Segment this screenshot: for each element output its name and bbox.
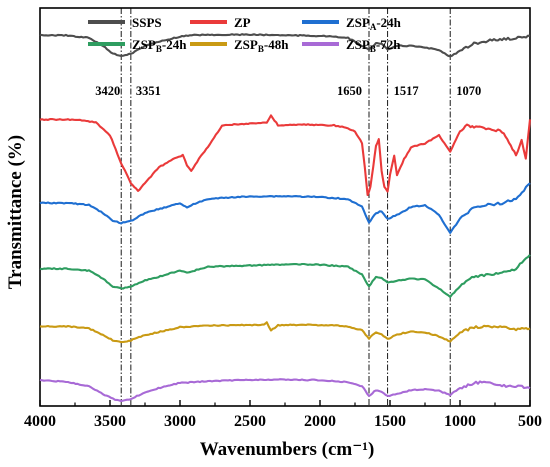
x-tick-label-500: 500: [518, 413, 542, 430]
x-tick-label-2000: 2000: [304, 413, 336, 430]
series-line-ZSPB-72h: [39, 378, 531, 403]
series-line-ZSPA-24h: [39, 182, 531, 234]
series-line-ZSPB-24h: [39, 254, 531, 298]
peak-labels: 3420 3351 1650 1517 1070: [95, 84, 481, 98]
legend: SSPS ZP ZSPA-24h ZSPB-24h ZSPB-48h ZSPB-72h: [88, 15, 402, 54]
x-axis-label: Wavenumbers (cm⁻¹): [200, 439, 375, 460]
series-lines: [39, 33, 532, 403]
x-tick-label-1500: 1500: [374, 413, 406, 430]
peak-label-3420: 3420: [95, 84, 120, 98]
legend-label-ZSPB-48h: ZSPB-48h: [234, 37, 289, 54]
peak-label-1650: 1650: [337, 84, 362, 98]
x-tick-label-3500: 3500: [94, 413, 126, 430]
reference-peak-lines: [120, 8, 451, 406]
x-tick-label-1000: 1000: [444, 413, 476, 430]
peak-label-1070: 1070: [456, 84, 481, 98]
legend-label-ZSPB-72h: ZSPB-72h: [346, 37, 401, 54]
legend-label-SSPS: SSPS: [132, 15, 162, 30]
peak-label-3351: 3351: [136, 84, 161, 98]
legend-label-ZSPA-24h: ZSPA-24h: [346, 15, 402, 32]
legend-label-ZSPB-24h: ZSPB-24h: [132, 37, 187, 54]
legend-label-ZP: ZP: [234, 15, 251, 30]
x-axis-ticks: 4000 3500 3000 2500 2000 1500 1000 500: [24, 400, 542, 430]
plot-frame: [39, 7, 531, 407]
plot-area: 4000 3500 3000 2500 2000 1500 1000 500 3420 3351…: [24, 7, 542, 430]
y-axis-label: Transmittance (%): [5, 135, 26, 289]
peak-label-1517: 1517: [394, 84, 419, 98]
series-line-ZSPB-48h: [39, 321, 531, 344]
x-tick-label-2500: 2500: [234, 413, 266, 430]
series-line-ZP: [39, 114, 532, 197]
series-line-SSPS: [39, 33, 531, 58]
x-tick-label-3000: 3000: [164, 413, 196, 430]
x-tick-label-4000: 4000: [24, 413, 56, 430]
